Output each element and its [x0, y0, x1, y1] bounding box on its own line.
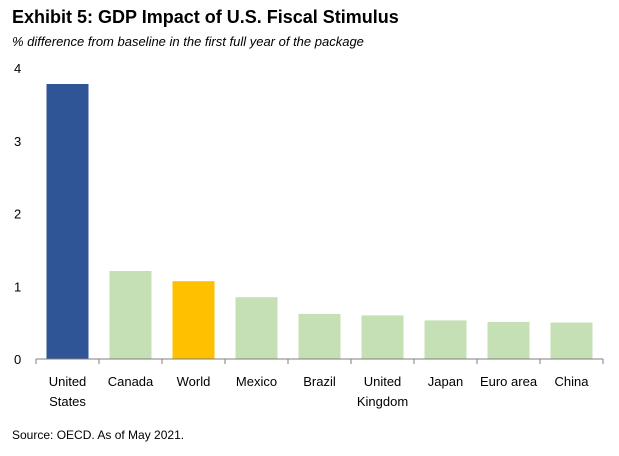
source-note: Source: OECD. As of May 2021. [12, 428, 185, 442]
bars-group [46, 84, 593, 359]
x-tick-label-line: States [49, 394, 86, 409]
x-tick-label-line: Canada [108, 374, 154, 389]
bar-4 [298, 313, 341, 359]
y-tick-label-0: 0 [14, 352, 21, 367]
y-tick-label-1: 1 [14, 279, 21, 294]
x-tick-label-line: Kingdom [357, 394, 408, 409]
bar-chart: 0 1 2 3 4 United States Canada World Mexico Brazi… [14, 61, 604, 409]
x-tick-label-8: China [555, 374, 590, 389]
y-tick-label-2: 2 [14, 207, 21, 222]
x-tick-label-line: Euro area [480, 374, 538, 389]
bar-3 [235, 297, 278, 359]
bar-8 [550, 322, 593, 359]
y-tick-label-3: 3 [14, 134, 21, 149]
bar-5 [361, 315, 404, 359]
bar-2 [172, 281, 215, 359]
y-axis: 0 1 2 3 4 [14, 61, 21, 367]
bar-6 [424, 320, 467, 359]
x-tick-label-2: World [177, 374, 211, 389]
x-tick-label-6: Japan [428, 374, 463, 389]
x-tick-label-line: United [364, 374, 402, 389]
x-axis: United States Canada World Mexico Brazil Unite… [35, 358, 604, 409]
x-tick-label-3: Mexico [236, 374, 277, 389]
x-tick-label-line: Japan [428, 374, 463, 389]
chart-title: Exhibit 5: GDP Impact of U.S. Fiscal Sti… [12, 7, 399, 27]
bar-7 [487, 321, 530, 359]
bar-0 [46, 84, 89, 359]
x-tick-label-5: United Kingdom [357, 374, 408, 409]
y-tick-label-4: 4 [14, 61, 21, 76]
x-tick-label-line: United [49, 374, 87, 389]
bar-1 [109, 271, 152, 359]
x-tick-label-1: Canada [108, 374, 154, 389]
x-tick-label-line: China [555, 374, 590, 389]
x-tick-label-line: World [177, 374, 211, 389]
x-tick-label-line: Mexico [236, 374, 277, 389]
x-tick-label-4: Brazil [303, 374, 336, 389]
x-tick-label-0: United States [49, 374, 87, 409]
x-tick-label-line: Brazil [303, 374, 336, 389]
x-tick-label-7: Euro area [480, 374, 538, 389]
chart-subtitle: % difference from baseline in the first … [12, 34, 364, 49]
